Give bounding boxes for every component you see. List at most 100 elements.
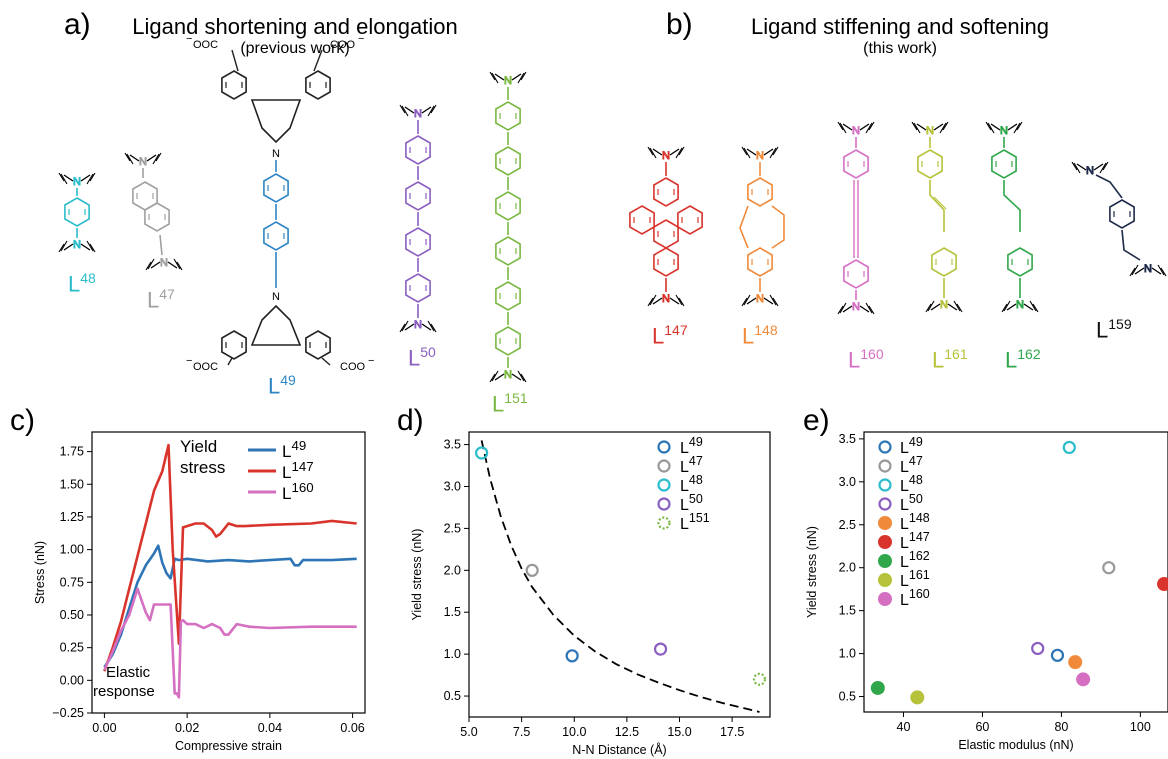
ligand-label-l49: L49 (268, 372, 296, 399)
ligand-l159-structure (1072, 162, 1166, 276)
ligand-l162-structure (986, 122, 1038, 312)
chart-d-point-l47 (525, 563, 539, 577)
chart-d-point-l49 (565, 649, 579, 663)
panel-a-title: Ligand shortening and elongation (132, 14, 458, 39)
chart-d-legend-label-l50: L50 (680, 492, 703, 514)
chart-d-plot-frame (468, 431, 771, 718)
ligand-l160-structure (838, 122, 874, 314)
chart-e-y-tick-label: 2.0 (839, 561, 856, 575)
carboxylate-label: OOC (193, 361, 218, 373)
chart-c-y-tick-label: 1.25 (60, 510, 84, 524)
ligand-label-l161: L161 (932, 346, 968, 373)
chart-d-point-l151 (752, 672, 767, 686)
panel-a-subtitle: (previous work) (240, 40, 350, 57)
chart-e-x-axis-label: Elastic modulus (nN) (958, 738, 1073, 752)
chart-d-legend-label-l49: L49 (680, 435, 703, 457)
panel-e-letter: e) (803, 404, 830, 437)
chart-e-y-axis-label: Yield stress (nN) (805, 526, 819, 618)
n-atom-label: N (272, 148, 280, 160)
chart-c-annotation-elastic: Elastic (106, 664, 151, 681)
chart-e-plot-frame (863, 431, 1168, 713)
chart-d-x-tick-label: 15.0 (667, 725, 691, 739)
chart-e-x-tick-label: 40 (897, 720, 911, 734)
chart-d-y-tick-label: 1.5 (444, 605, 461, 619)
chart-e-x-tick-label: 80 (1054, 720, 1068, 734)
panel-b-subtitle: (this work) (863, 40, 937, 57)
chart-e-legend-label-l147: L147 (900, 530, 930, 552)
chart-e-legend-label-l160: L160 (900, 587, 930, 609)
chart-c-x-tick-label: 0.00 (92, 721, 116, 735)
ligand-label-l148: L148 (742, 322, 778, 349)
chart-e-y-tick-label: 3.5 (839, 432, 856, 446)
charge-label: − (368, 355, 374, 367)
chart-c-y-axis-label: Stress (nN) (33, 541, 47, 604)
chart-d-x-tick-label: 5.0 (460, 725, 477, 739)
chart-d-point-l50 (653, 642, 668, 656)
chart-c-legend-label-l147: L147 (282, 459, 314, 482)
chart-d-x-tick-label: 10.0 (562, 725, 586, 739)
chart-d-legend-marker-l151 (657, 516, 671, 530)
ligand-label-l50: L50 (408, 344, 436, 371)
chart-d-y-tick-label: 2.0 (444, 563, 461, 577)
chart-e-point-l161 (910, 690, 925, 705)
chart-e-legend-marker-l160 (878, 592, 892, 606)
chart-e-y-tick-label: 0.5 (839, 690, 856, 704)
chart-c-y-tick-label: 0.50 (60, 608, 84, 622)
chart-c-y-tick-label: 1.00 (60, 543, 84, 557)
chart-d-legend-marker-l47 (657, 459, 671, 473)
chart-c-y-tick-label: 0.25 (60, 641, 84, 655)
chart-d-y-tick-label: 1.0 (444, 647, 461, 661)
ligand-l50-structure (400, 105, 436, 332)
panel-c-letter: c) (10, 404, 35, 437)
chart-e-legend-marker-l162 (878, 554, 892, 568)
chart-e-legend-marker-l161 (878, 573, 892, 587)
ligand-l151-structure (490, 72, 526, 382)
ligand-label-l47: L47 (147, 286, 175, 313)
ligand-l148-structure (739, 147, 785, 306)
chart-d-x-axis-label: N-N Distance (Å) (572, 742, 666, 757)
chart-d-x-tick-label: 12.5 (615, 725, 639, 739)
panel-a-letter: a) (64, 8, 91, 41)
chart-e-point-l48 (1062, 440, 1076, 455)
ligand-l47-structure (125, 153, 182, 270)
chart-e-y-tick-label: 2.5 (839, 518, 856, 532)
chart-d-x-tick-label: 7.5 (513, 725, 530, 739)
chart-d-y-tick-label: 3.0 (444, 479, 461, 493)
chart-e-y-tick-label: 1.5 (839, 604, 856, 618)
chart-e-point-l50 (1031, 641, 1045, 656)
chart-c-y-tick-label: −0.25 (52, 706, 84, 720)
chart-c-series-line-l49 (103, 544, 357, 668)
chart-c-plot-frame (91, 431, 366, 714)
chart-e-yield-vs-modulus: 40 60 80 100 0.5 1.0 1.5 2.0 2.5 3.0 3.5 Elastic mo… (805, 431, 1168, 752)
chart-d-legend-marker-l48 (657, 478, 671, 492)
chart-e-legend-marker-l49 (878, 440, 892, 454)
chart-c-series-line-l160 (103, 587, 357, 699)
panel-b-title: Ligand stiffening and softening (750, 14, 1050, 39)
chart-e-legend-label-l47: L47 (900, 454, 923, 476)
chart-c-y-tick-label: 0.00 (60, 673, 84, 687)
chart-e-y-tick-label: 3.0 (839, 475, 856, 489)
chart-e-point-l148 (1068, 655, 1083, 670)
n-atom-label: N (272, 291, 280, 303)
ligand-l147-structure (629, 147, 703, 306)
ligand-l49-structure: OOC − COO − N N OOC − COO − (186, 33, 374, 373)
chart-c-x-axis-label: Compressive strain (175, 739, 282, 753)
chart-c-stress-strain: 0.00 0.02 0.04 0.06 −0.25 0.00 0.25 0.50 0.75 1.0… (33, 431, 366, 753)
chart-d-legend-label-l151: L151 (680, 511, 710, 533)
charge-label: − (186, 33, 192, 45)
chart-d-yield-vs-distance: 5.0 7.5 10.0 12.5 15.0 17.5 0.5 1.0 1.5 2.0 2.5 3.0… (410, 431, 771, 757)
charge-label: − (358, 33, 364, 45)
chart-c-y-tick-label: 1.75 (60, 445, 84, 459)
chart-c-x-tick-label: 0.06 (340, 721, 364, 735)
chart-d-legend-label-l48: L48 (680, 473, 703, 495)
chart-e-x-tick-label: 100 (1130, 720, 1151, 734)
ligand-l161-structure (912, 122, 962, 312)
chart-d-point-l48 (475, 446, 489, 460)
chart-e-legend-label-l161: L161 (900, 568, 930, 590)
chart-c-annotation-yield: Yield (180, 437, 217, 456)
chart-e-legend-marker-l48 (878, 478, 892, 492)
chart-e-legend-marker-l47 (878, 459, 892, 473)
chart-e-legend-label-l162: L162 (900, 549, 930, 571)
ligand-label-l162: L162 (1005, 346, 1041, 373)
panel-d-letter: d) (397, 404, 424, 437)
